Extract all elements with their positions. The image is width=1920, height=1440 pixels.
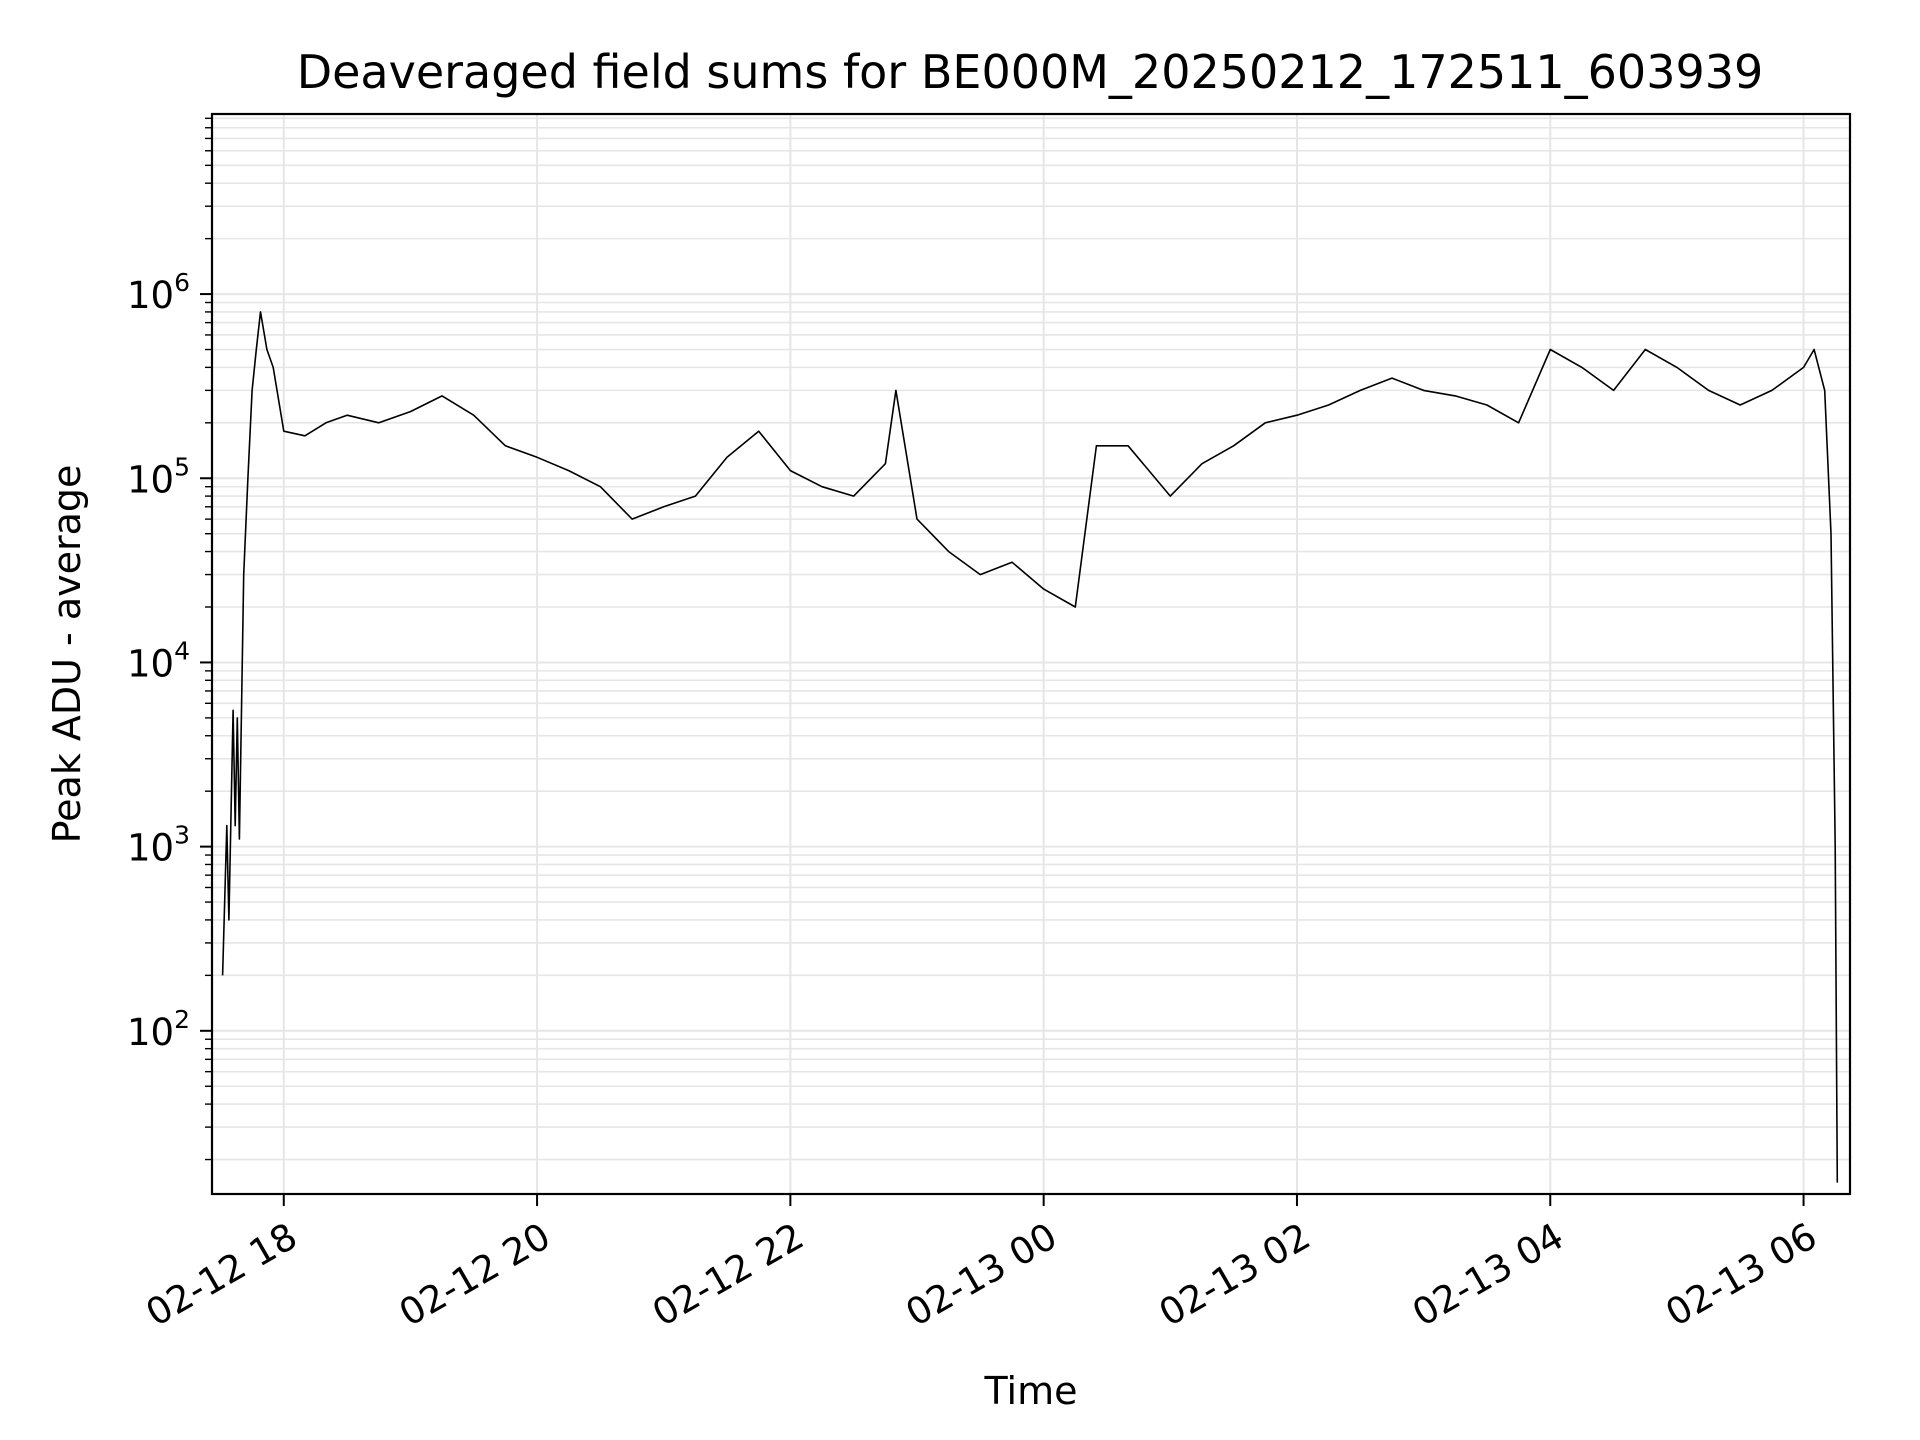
- chart-title: Deaveraged field sums for BE000M_2025021…: [297, 45, 1764, 99]
- series-line: [221, 311, 1839, 1183]
- plot-frame: [210, 112, 1852, 1196]
- y-tick-label: 102: [127, 1005, 190, 1054]
- y-gridlines: [212, 117, 1850, 1161]
- y-tick-label: 105: [127, 452, 190, 501]
- y-tick-label: 104: [127, 636, 190, 685]
- x-tick-label: 02-12 22: [645, 1215, 811, 1335]
- x-axis: 02-12 18 02-12 20 02-12 22 02-13 00 02-13 02…: [139, 1194, 1824, 1335]
- x-tick-label: 02-13 06: [1658, 1215, 1824, 1335]
- y-tick-label: 103: [127, 821, 190, 870]
- x-tick-label: 02-13 00: [899, 1215, 1065, 1335]
- x-tick-label: 02-13 04: [1405, 1215, 1571, 1335]
- x-tick-label: 02-12 18: [139, 1215, 305, 1335]
- x-axis-label: Time: [984, 1369, 1078, 1413]
- x-tick-label: 02-13 02: [1152, 1215, 1318, 1335]
- y-axis: 102 103 104 105 106: [127, 117, 212, 1161]
- x-tick-label: 02-12 20: [392, 1215, 558, 1335]
- y-axis-label: Peak ADU - average: [45, 465, 89, 844]
- x-gridlines: [282, 114, 1805, 1194]
- y-tick-label: 106: [127, 268, 190, 317]
- series-group: [221, 311, 1839, 1183]
